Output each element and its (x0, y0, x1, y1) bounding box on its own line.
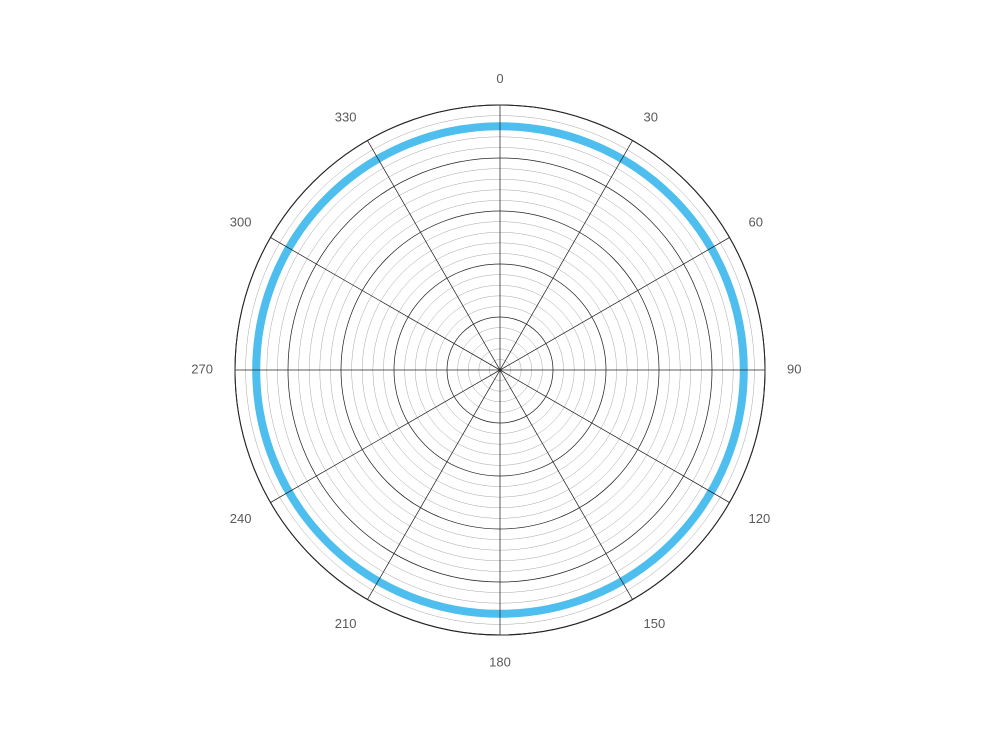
angle-tick-label: 0 (496, 71, 503, 86)
angle-tick-label: 60 (749, 215, 763, 230)
angle-tick-label: 300 (230, 215, 252, 230)
angle-tick-label: 30 (644, 109, 658, 124)
angle-tick-label: 240 (230, 511, 252, 526)
angle-tick-label: 180 (489, 655, 511, 670)
angle-tick-label: 330 (335, 109, 357, 124)
polar-chart-svg: 0 30 60 90 120 150 180 210 240 270 300 330 (0, 0, 1000, 744)
polar-chart-container: 0 30 60 90 120 150 180 210 240 270 300 330 (0, 0, 1000, 744)
angle-tick-label: 120 (749, 511, 771, 526)
angle-tick-label: 210 (335, 616, 357, 631)
angle-tick-label: 90 (787, 361, 801, 376)
angle-tick-label: 270 (191, 361, 213, 376)
angle-tick-label: 150 (644, 616, 666, 631)
